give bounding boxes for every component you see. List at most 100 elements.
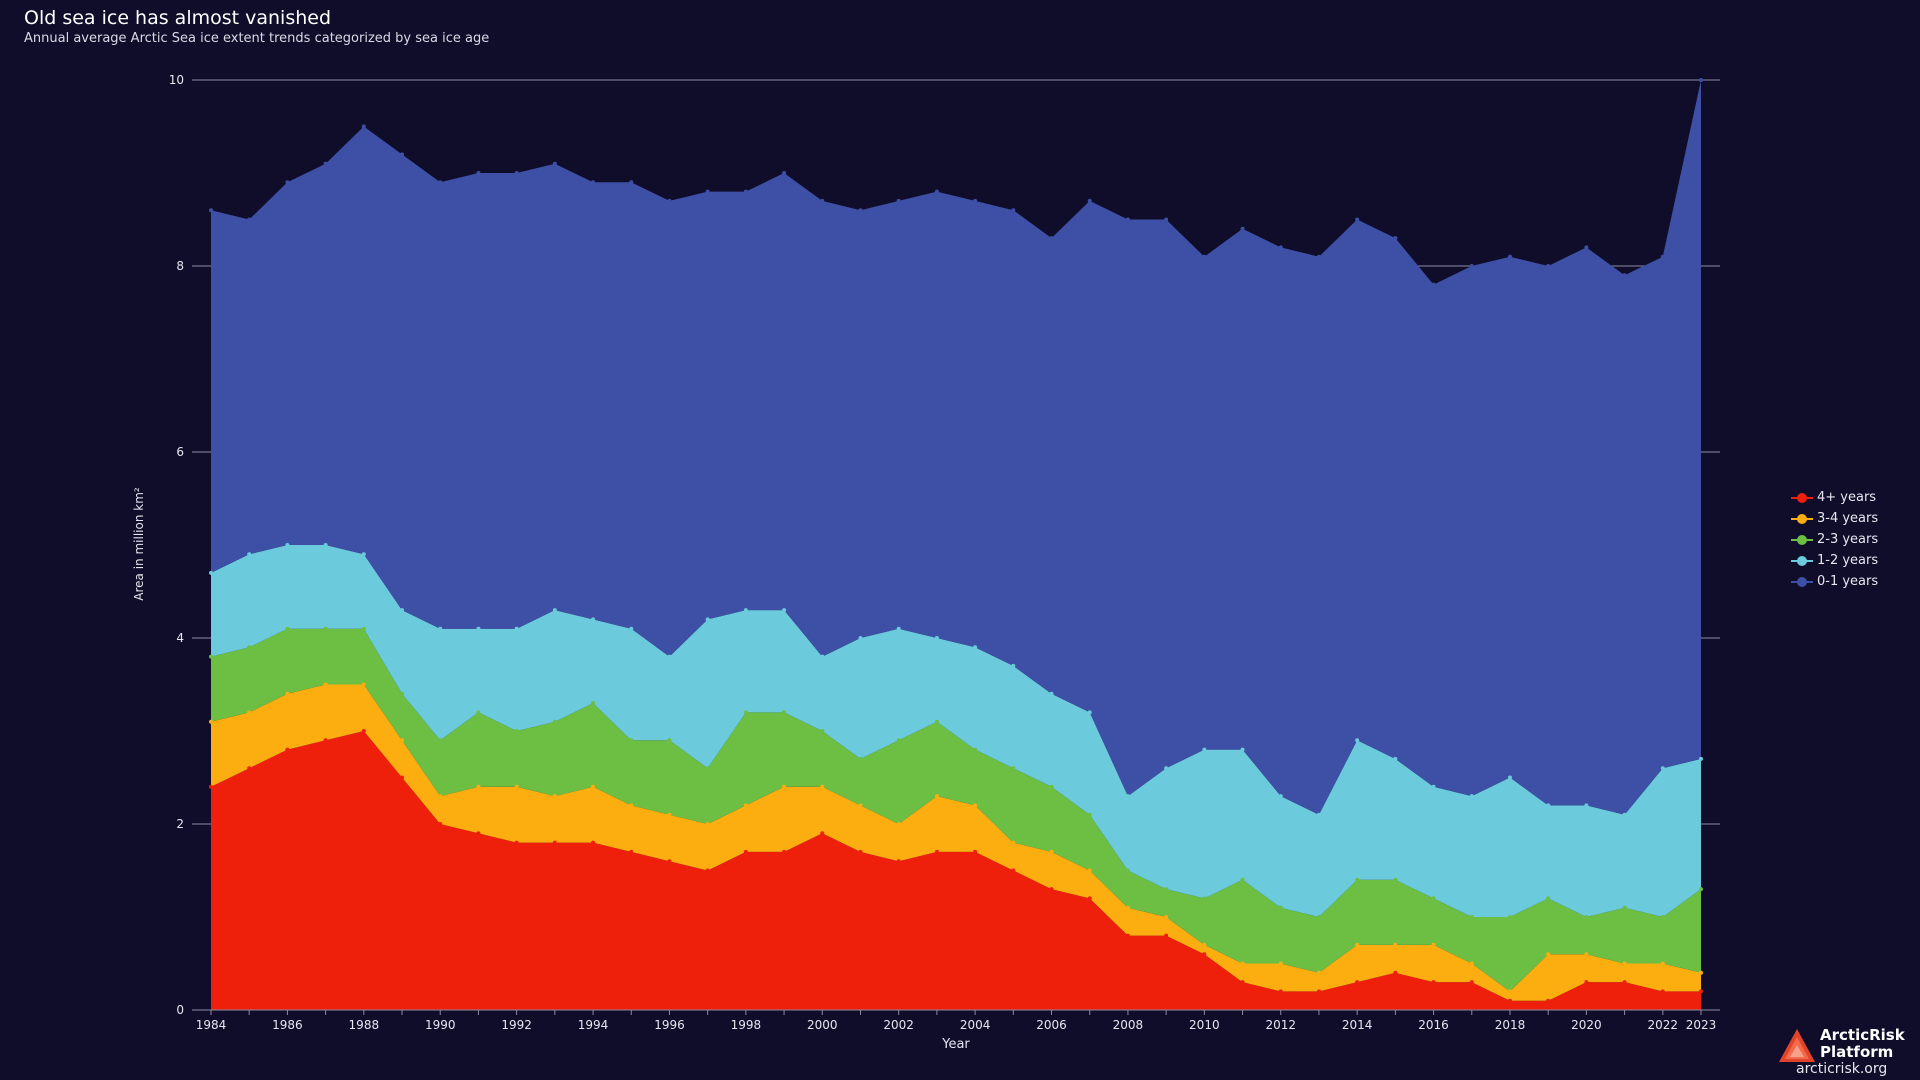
point-0-1-years [1546, 264, 1551, 268]
point-2-3-years [1240, 877, 1245, 882]
point-4plus-years [323, 738, 328, 743]
point-2-3-years [323, 626, 328, 631]
point-0-1-years [591, 180, 596, 185]
point-4plus-years [667, 859, 672, 864]
point-0-1-years [285, 180, 290, 185]
x-tick-label: 2000 [807, 1018, 838, 1032]
point-4plus-years [743, 849, 748, 854]
point-3-4-years [1393, 942, 1398, 947]
point-2-3-years [1049, 784, 1054, 789]
point-1-2-years [1125, 794, 1130, 799]
point-2-3-years [1125, 868, 1130, 873]
point-1-2-years [1393, 756, 1398, 761]
point-3-4-years [1164, 915, 1169, 919]
point-0-1-years [1164, 217, 1169, 222]
point-1-2-years [323, 543, 328, 547]
point-3-4-years [1507, 989, 1512, 994]
point-2-3-years [1278, 905, 1283, 910]
legend-swatch [1791, 492, 1813, 504]
x-tick-label: 2008 [1113, 1018, 1144, 1032]
point-0-1-years [1240, 226, 1245, 231]
chart-legend: 4+ years 3-4 years 2-3 years 1-2 years 0-1 y… [1791, 487, 1878, 592]
point-2-3-years [209, 654, 213, 659]
point-1-2-years [973, 645, 978, 650]
point-1-2-years [782, 608, 787, 613]
point-3-4-years [1622, 961, 1627, 966]
point-2-3-years [361, 626, 366, 631]
point-1-2-years [1699, 756, 1703, 761]
point-1-2-years [1584, 803, 1589, 808]
point-3-4-years [1431, 942, 1436, 947]
point-4plus-years [934, 849, 939, 854]
y-tick-label: 8 [176, 259, 184, 273]
point-3-4-years [858, 803, 863, 808]
point-2-3-years [629, 738, 634, 743]
brand-url[interactable]: arcticrisk.org [1796, 1061, 1888, 1077]
point-3-4-years [1355, 942, 1360, 947]
point-0-1-years [1622, 273, 1627, 278]
point-3-4-years [552, 794, 557, 799]
point-1-2-years [1087, 710, 1092, 715]
point-1-2-years [285, 543, 290, 547]
x-tick-label: 2012 [1265, 1018, 1296, 1032]
point-0-1-years [323, 161, 328, 166]
point-3-4-years [514, 784, 519, 789]
point-3-4-years [896, 822, 901, 826]
point-0-1-years [705, 189, 710, 194]
point-2-3-years [1164, 887, 1169, 892]
point-3-4-years [323, 682, 328, 687]
point-0-1-years [1355, 217, 1360, 222]
point-0-1-years [858, 208, 863, 213]
point-0-1-years [1049, 236, 1054, 241]
point-0-1-years [667, 198, 672, 203]
point-0-1-years [896, 198, 901, 203]
point-0-1-years [973, 198, 978, 203]
point-3-4-years [1011, 840, 1016, 845]
legend-item[interactable]: 0-1 years [1791, 571, 1878, 592]
point-4plus-years [1011, 868, 1016, 873]
triangle-logo-icon [1779, 1029, 1815, 1062]
x-tick-label: 1990 [425, 1018, 456, 1032]
point-4plus-years [705, 868, 710, 873]
axes: 0 2 4 6 8 10 1984 1986 1988 1990 1992 1994 1996 1998 2… [169, 73, 1720, 1032]
point-1-2-years [667, 654, 672, 659]
point-2-3-years [1431, 896, 1436, 901]
point-3-4-years [1469, 961, 1474, 966]
point-4plus-years [400, 775, 405, 780]
y-tick-label: 0 [176, 1003, 184, 1017]
legend-item[interactable]: 4+ years [1791, 487, 1878, 508]
legend-swatch [1791, 576, 1813, 588]
legend-item[interactable]: 1-2 years [1791, 550, 1878, 571]
point-3-4-years [782, 784, 787, 789]
legend-item[interactable]: 3-4 years [1791, 508, 1878, 529]
point-2-3-years [1355, 877, 1360, 882]
point-1-2-years [591, 617, 596, 622]
point-3-4-years [973, 803, 978, 808]
point-2-3-years [247, 645, 252, 650]
point-1-2-years [820, 654, 825, 659]
point-2-3-years [705, 766, 710, 771]
x-tick-label: 1996 [654, 1018, 685, 1032]
point-0-1-years [400, 152, 405, 157]
point-4plus-years [1087, 896, 1092, 901]
x-tick-label: 2023 [1686, 1018, 1717, 1032]
point-3-4-years [1125, 905, 1130, 910]
point-4plus-years [1125, 933, 1130, 938]
point-2-3-years [1087, 812, 1092, 817]
point-0-1-years [438, 180, 443, 185]
point-4plus-years [476, 831, 481, 836]
point-3-4-years [247, 710, 252, 715]
point-1-2-years [1469, 794, 1474, 799]
legend-item[interactable]: 2-3 years [1791, 529, 1878, 550]
point-1-2-years [934, 636, 939, 640]
brand-name-line2: Platform [1820, 1043, 1894, 1061]
point-3-4-years [743, 803, 748, 808]
point-4plus-years [1316, 989, 1321, 994]
point-2-3-years [438, 738, 443, 743]
point-2-3-years [1660, 915, 1665, 919]
point-3-4-years [285, 691, 290, 696]
point-2-3-years [1584, 915, 1589, 919]
point-0-1-years [782, 171, 787, 175]
point-0-1-years [1431, 282, 1436, 287]
